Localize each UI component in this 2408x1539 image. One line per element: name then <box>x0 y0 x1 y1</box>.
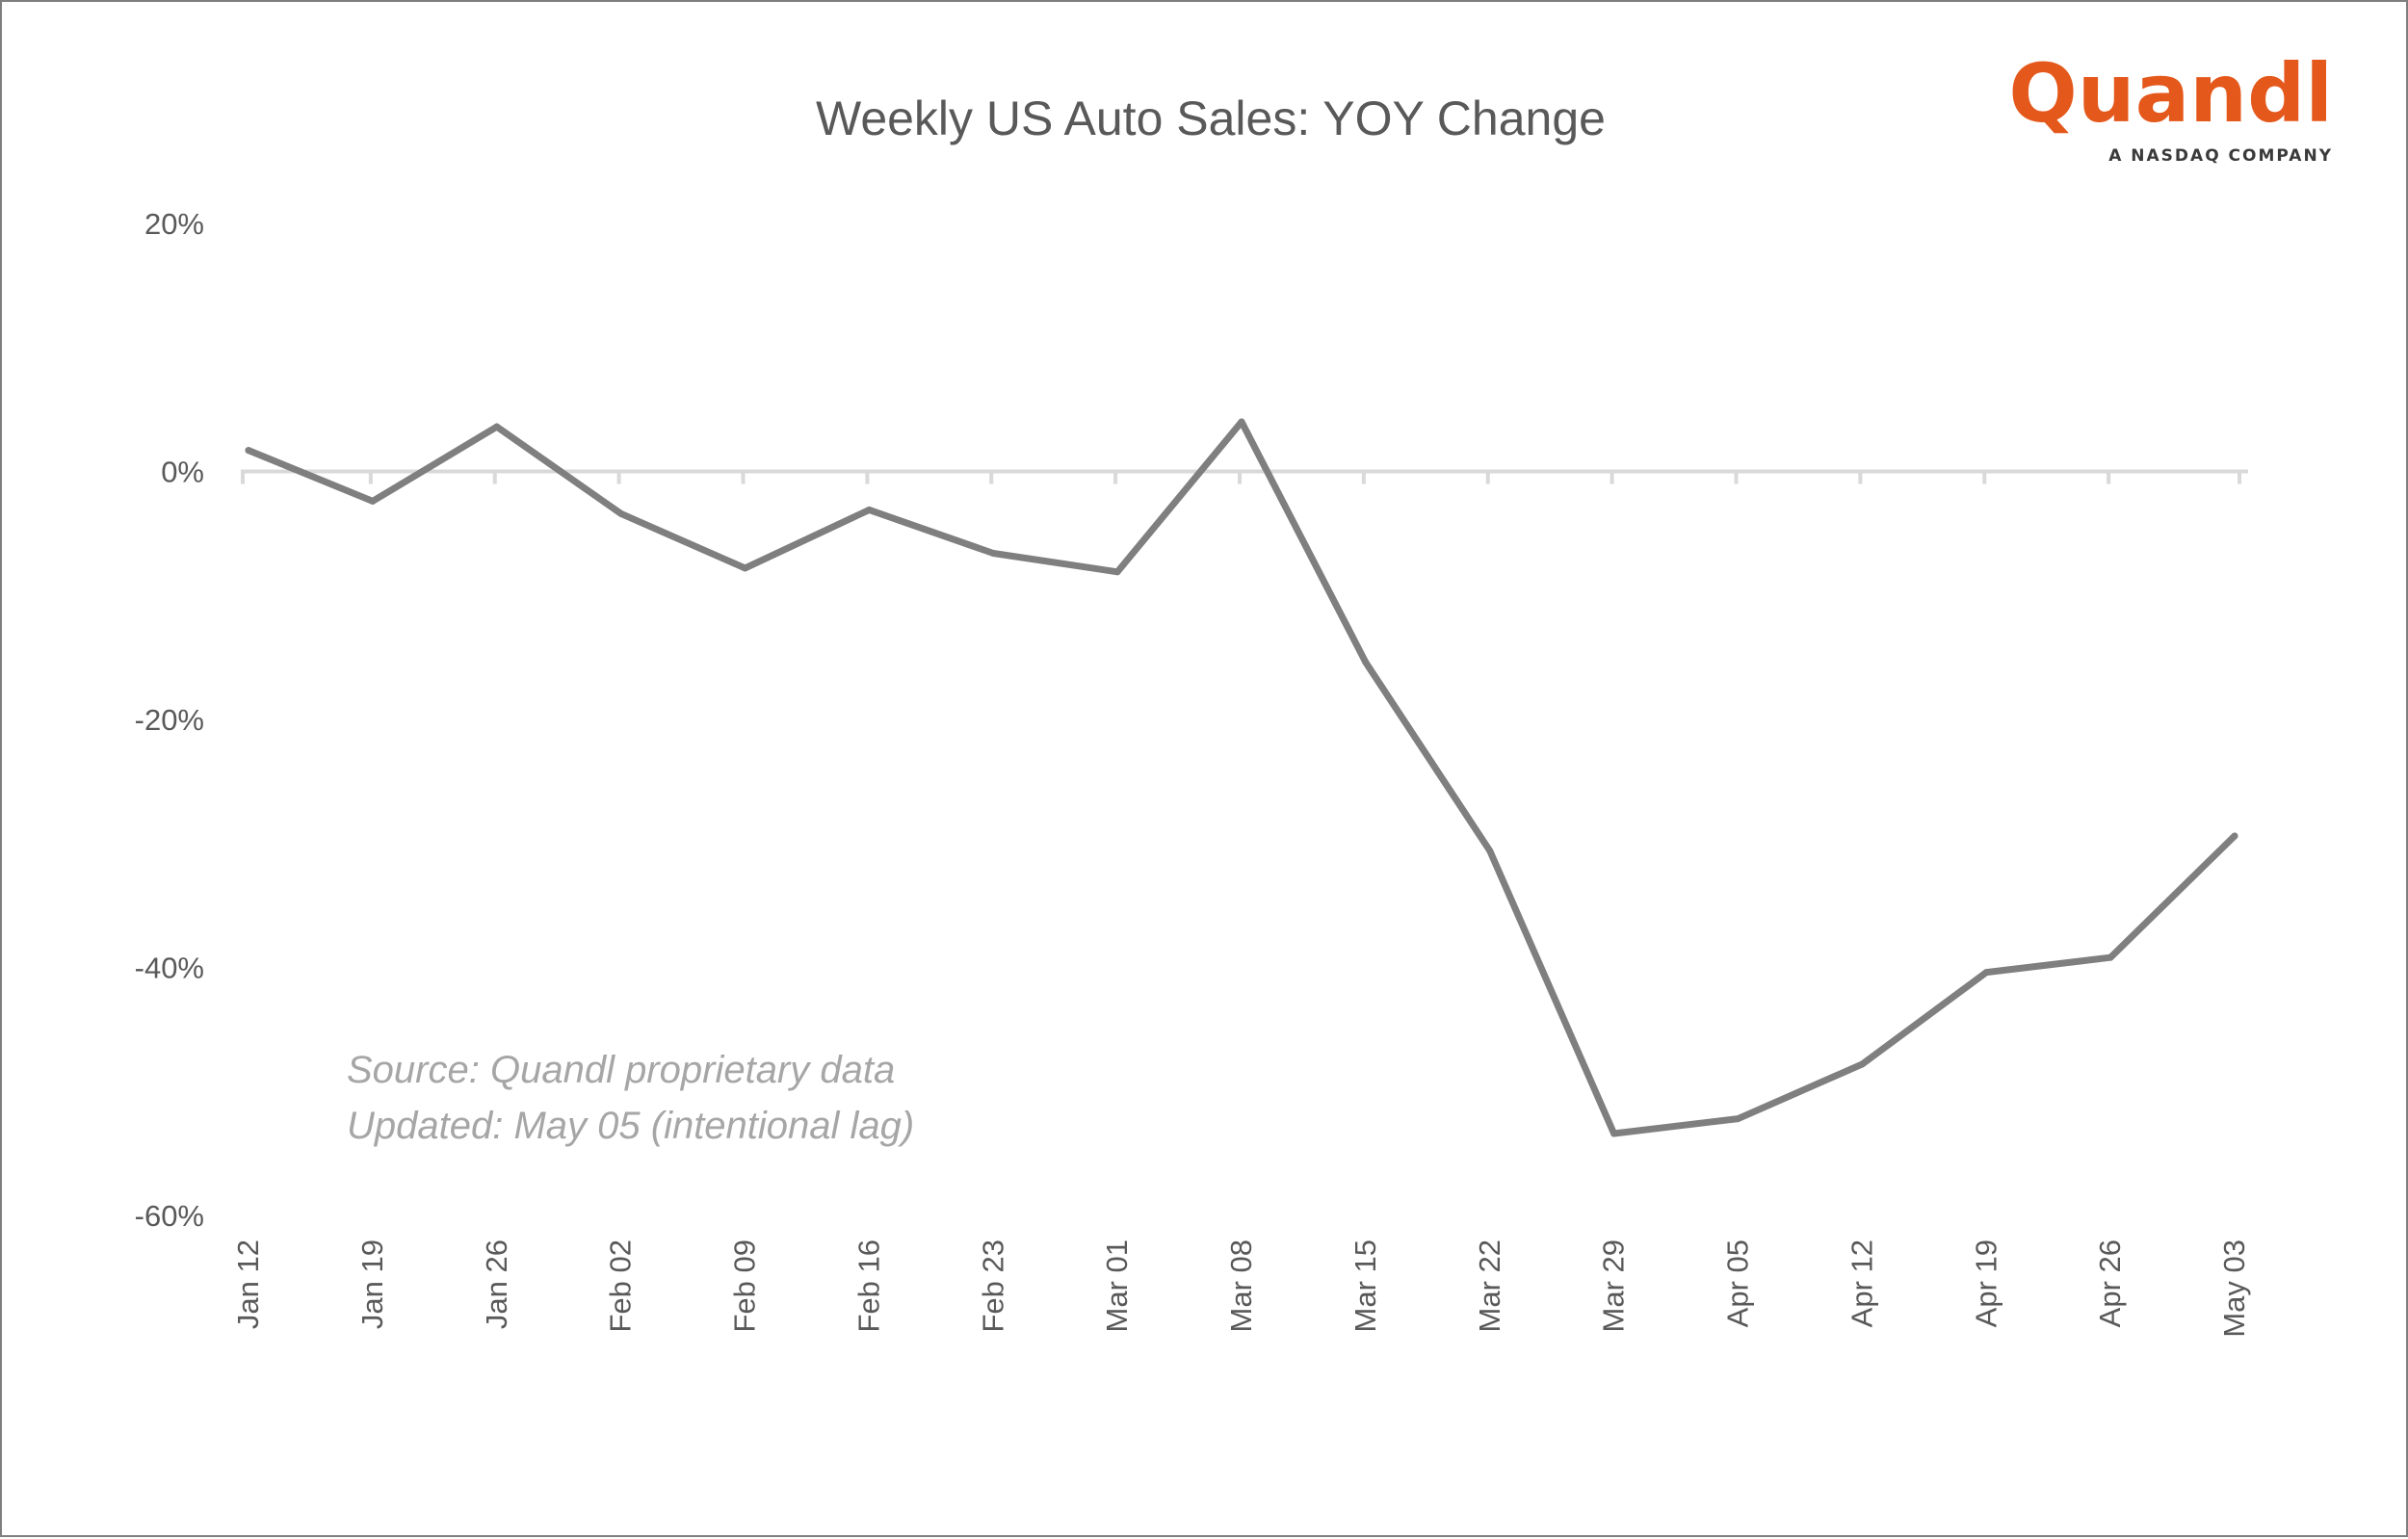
series-line <box>245 418 2238 1137</box>
x-tick-label: Apr 19 <box>1969 1239 2002 1327</box>
x-tick-label: Feb 09 <box>728 1239 762 1333</box>
data-point <box>1362 659 1370 666</box>
x-tick-label: Jan 26 <box>480 1239 513 1329</box>
x-tick-label: Apr 26 <box>2093 1239 2127 1327</box>
y-tick-label: -60% <box>135 1199 204 1233</box>
data-point <box>1486 847 1494 854</box>
x-tick-label: Feb 16 <box>851 1239 885 1333</box>
x-tick-label: Feb 02 <box>604 1239 638 1333</box>
x-tick-label: May 03 <box>2217 1239 2251 1338</box>
x-tick-label: Apr 05 <box>1721 1239 1755 1327</box>
data-point <box>1858 1060 1866 1068</box>
data-point <box>1735 1115 1741 1123</box>
y-tick-label: -40% <box>135 952 204 985</box>
data-point <box>2231 832 2238 840</box>
zero-axis <box>241 469 2248 484</box>
data-point <box>2107 953 2114 961</box>
updated-note: Updated: May 05 (intentional lag) <box>347 1105 914 1147</box>
x-tick-label: Mar 29 <box>1597 1239 1631 1332</box>
x-tick-label: Jan 19 <box>355 1239 389 1329</box>
x-tick-label: Mar 15 <box>1348 1239 1382 1332</box>
x-tick-label: Jan 12 <box>231 1239 265 1329</box>
data-point <box>742 564 748 572</box>
data-point <box>989 549 997 557</box>
x-tick-label: Apr 12 <box>1845 1239 1878 1327</box>
y-axis-ticks: 20% 0% -20% -40% -60% <box>135 207 204 1233</box>
quandl-logo: Quandl A NASDAQ COMPANY <box>2008 46 2333 166</box>
x-tick-label: Feb 23 <box>976 1239 1009 1333</box>
y-tick-label: -20% <box>135 703 204 737</box>
data-point <box>1238 418 1245 426</box>
y-tick-label: 20% <box>144 207 204 241</box>
x-tick-label: Mar 22 <box>1473 1239 1506 1332</box>
x-axis-ticks: Jan 12 Jan 19 Jan 26 Feb 02 Feb 09 Feb 16 Feb … <box>231 1239 2251 1338</box>
logo-tagline: A NASDAQ COMPANY <box>2108 146 2333 166</box>
data-point <box>369 497 377 505</box>
x-tick-label: Mar 08 <box>1224 1239 1258 1332</box>
data-point <box>493 423 501 430</box>
x-tick-label: Mar 01 <box>1100 1239 1134 1332</box>
data-point <box>245 447 252 455</box>
data-point <box>865 506 873 513</box>
data-point <box>1982 969 1990 977</box>
logo-wordmark: Quandl <box>2008 46 2333 141</box>
y-tick-label: 0% <box>161 456 204 489</box>
data-point <box>617 509 625 517</box>
series-layer <box>245 418 2238 1137</box>
data-point <box>1113 568 1121 576</box>
source-note: Source: Quandl proprietary data <box>347 1049 895 1091</box>
chart-title: Weekly US Auto Sales: YOY Change <box>816 91 1606 145</box>
data-point <box>1610 1130 1618 1137</box>
